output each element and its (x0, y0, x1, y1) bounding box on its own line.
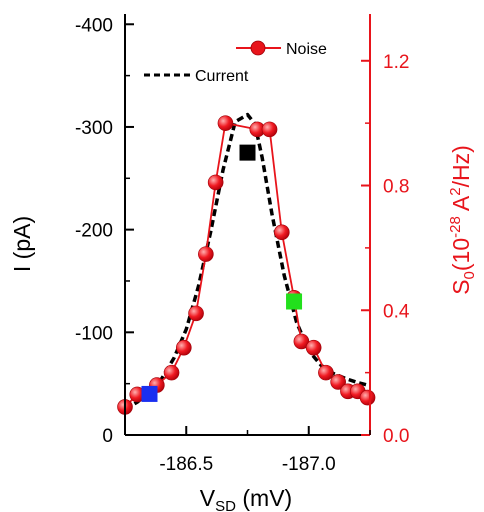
noise-line (124, 122, 369, 408)
legend-noise-label: Noise (286, 41, 327, 58)
legend-current-label: Current (195, 68, 249, 85)
noise-point (261, 121, 278, 138)
x-tick-label: -186.5 (159, 454, 213, 475)
noise-point (217, 115, 234, 131)
y-right-tick-label: 0.0 (383, 426, 409, 447)
noise-point (359, 389, 376, 406)
noise-point (188, 305, 204, 322)
noise-point (207, 174, 224, 191)
y-left-tick-label: -400 (75, 15, 113, 36)
x-axis-title: VSD (mV) (200, 485, 292, 512)
marker-square-blue (141, 385, 158, 402)
noise-point (273, 224, 290, 241)
marker-square-black (239, 144, 256, 161)
noise-point (293, 333, 310, 350)
noise-point (176, 339, 192, 356)
y-left-tick-label: -200 (75, 221, 113, 242)
noise-point (305, 339, 322, 356)
y-right-tick-label: 0.4 (383, 301, 410, 322)
noise-point (330, 374, 346, 390)
y-left-tick-label: -100 (75, 323, 113, 344)
y-right-tick-label: 0.8 (383, 177, 409, 198)
noise-point (318, 364, 334, 381)
y-right-axis-title: S0(10-28 A2/Hz) (447, 145, 478, 295)
y-left-tick-label: -300 (75, 118, 113, 139)
x-axis-title-unit: (mV) (236, 485, 292, 511)
y-right-tick-label: 1.2 (383, 52, 409, 73)
legend-noise-marker (250, 40, 266, 56)
noise-point (198, 246, 214, 262)
y-left-axis-title: I (pA) (9, 216, 35, 272)
marker-squares (141, 144, 303, 402)
legend: Noise Current (144, 40, 327, 85)
y-left-tick-label: 0 (102, 426, 113, 447)
axis-ticks: 0 -100 -200 -300 -400 0.0 0.4 0.8 1.2 -186.5 -187.… (75, 15, 410, 475)
marker-square-green (286, 293, 303, 310)
x-tick-label: -187.0 (282, 454, 336, 475)
x-axis-title-sub: SD (215, 498, 236, 512)
noise-point (163, 364, 180, 381)
